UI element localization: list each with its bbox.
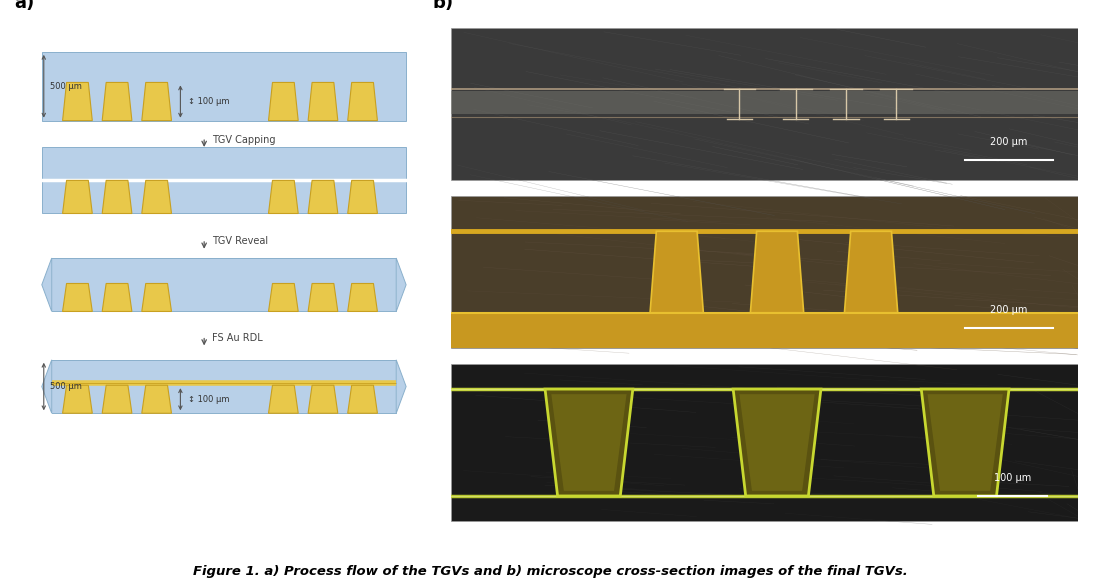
Polygon shape (42, 360, 52, 413)
Polygon shape (396, 258, 406, 311)
Polygon shape (650, 231, 703, 313)
Polygon shape (142, 386, 172, 413)
Bar (451, 195, 1078, 349)
Polygon shape (63, 82, 92, 121)
Polygon shape (551, 394, 627, 491)
Polygon shape (102, 284, 132, 311)
Text: ↕ 100 μm: ↕ 100 μm (188, 97, 230, 106)
Polygon shape (102, 386, 132, 413)
Polygon shape (102, 180, 132, 214)
Polygon shape (268, 82, 298, 121)
Text: b): b) (432, 0, 453, 12)
Text: 200 μm: 200 μm (990, 305, 1027, 315)
Polygon shape (348, 284, 377, 311)
Bar (451, 27, 1078, 180)
Bar (42, 52, 406, 121)
Polygon shape (142, 82, 172, 121)
Text: TGV Reveal: TGV Reveal (212, 236, 268, 246)
Text: 200 μm: 200 μm (990, 137, 1027, 147)
Polygon shape (922, 389, 1009, 496)
Text: TGV Capping: TGV Capping (212, 135, 276, 144)
Text: Figure 1. a) Process flow of the TGVs and b) microscope cross-section images of : Figure 1. a) Process flow of the TGVs an… (192, 565, 907, 577)
Bar (451, 364, 1078, 521)
Polygon shape (348, 386, 377, 413)
Polygon shape (734, 389, 821, 496)
Polygon shape (268, 180, 298, 214)
Bar (52, 258, 396, 311)
Polygon shape (268, 386, 298, 413)
Text: FS Au RDL: FS Au RDL (212, 333, 263, 343)
Text: 500 μm: 500 μm (50, 82, 81, 91)
Polygon shape (396, 360, 406, 413)
Polygon shape (308, 386, 338, 413)
Polygon shape (750, 231, 804, 313)
Polygon shape (348, 180, 377, 214)
Text: a): a) (14, 0, 34, 12)
Polygon shape (102, 82, 132, 121)
Polygon shape (142, 180, 172, 214)
Bar (451, 91, 1078, 114)
Text: ↕ 100 μm: ↕ 100 μm (188, 395, 230, 404)
Polygon shape (308, 180, 338, 214)
Polygon shape (739, 394, 815, 491)
Polygon shape (63, 284, 92, 311)
Polygon shape (927, 394, 1003, 491)
Bar (451, 313, 1078, 349)
Text: 500 μm: 500 μm (50, 382, 81, 391)
Polygon shape (63, 180, 92, 214)
Polygon shape (308, 82, 338, 121)
Polygon shape (63, 386, 92, 413)
Bar (42, 147, 406, 214)
Polygon shape (142, 284, 172, 311)
Polygon shape (544, 389, 632, 496)
Bar (52, 360, 396, 413)
Polygon shape (308, 284, 338, 311)
Polygon shape (348, 82, 377, 121)
Polygon shape (42, 258, 52, 311)
Polygon shape (845, 231, 898, 313)
Text: 100 μm: 100 μm (993, 473, 1031, 483)
Polygon shape (268, 284, 298, 311)
